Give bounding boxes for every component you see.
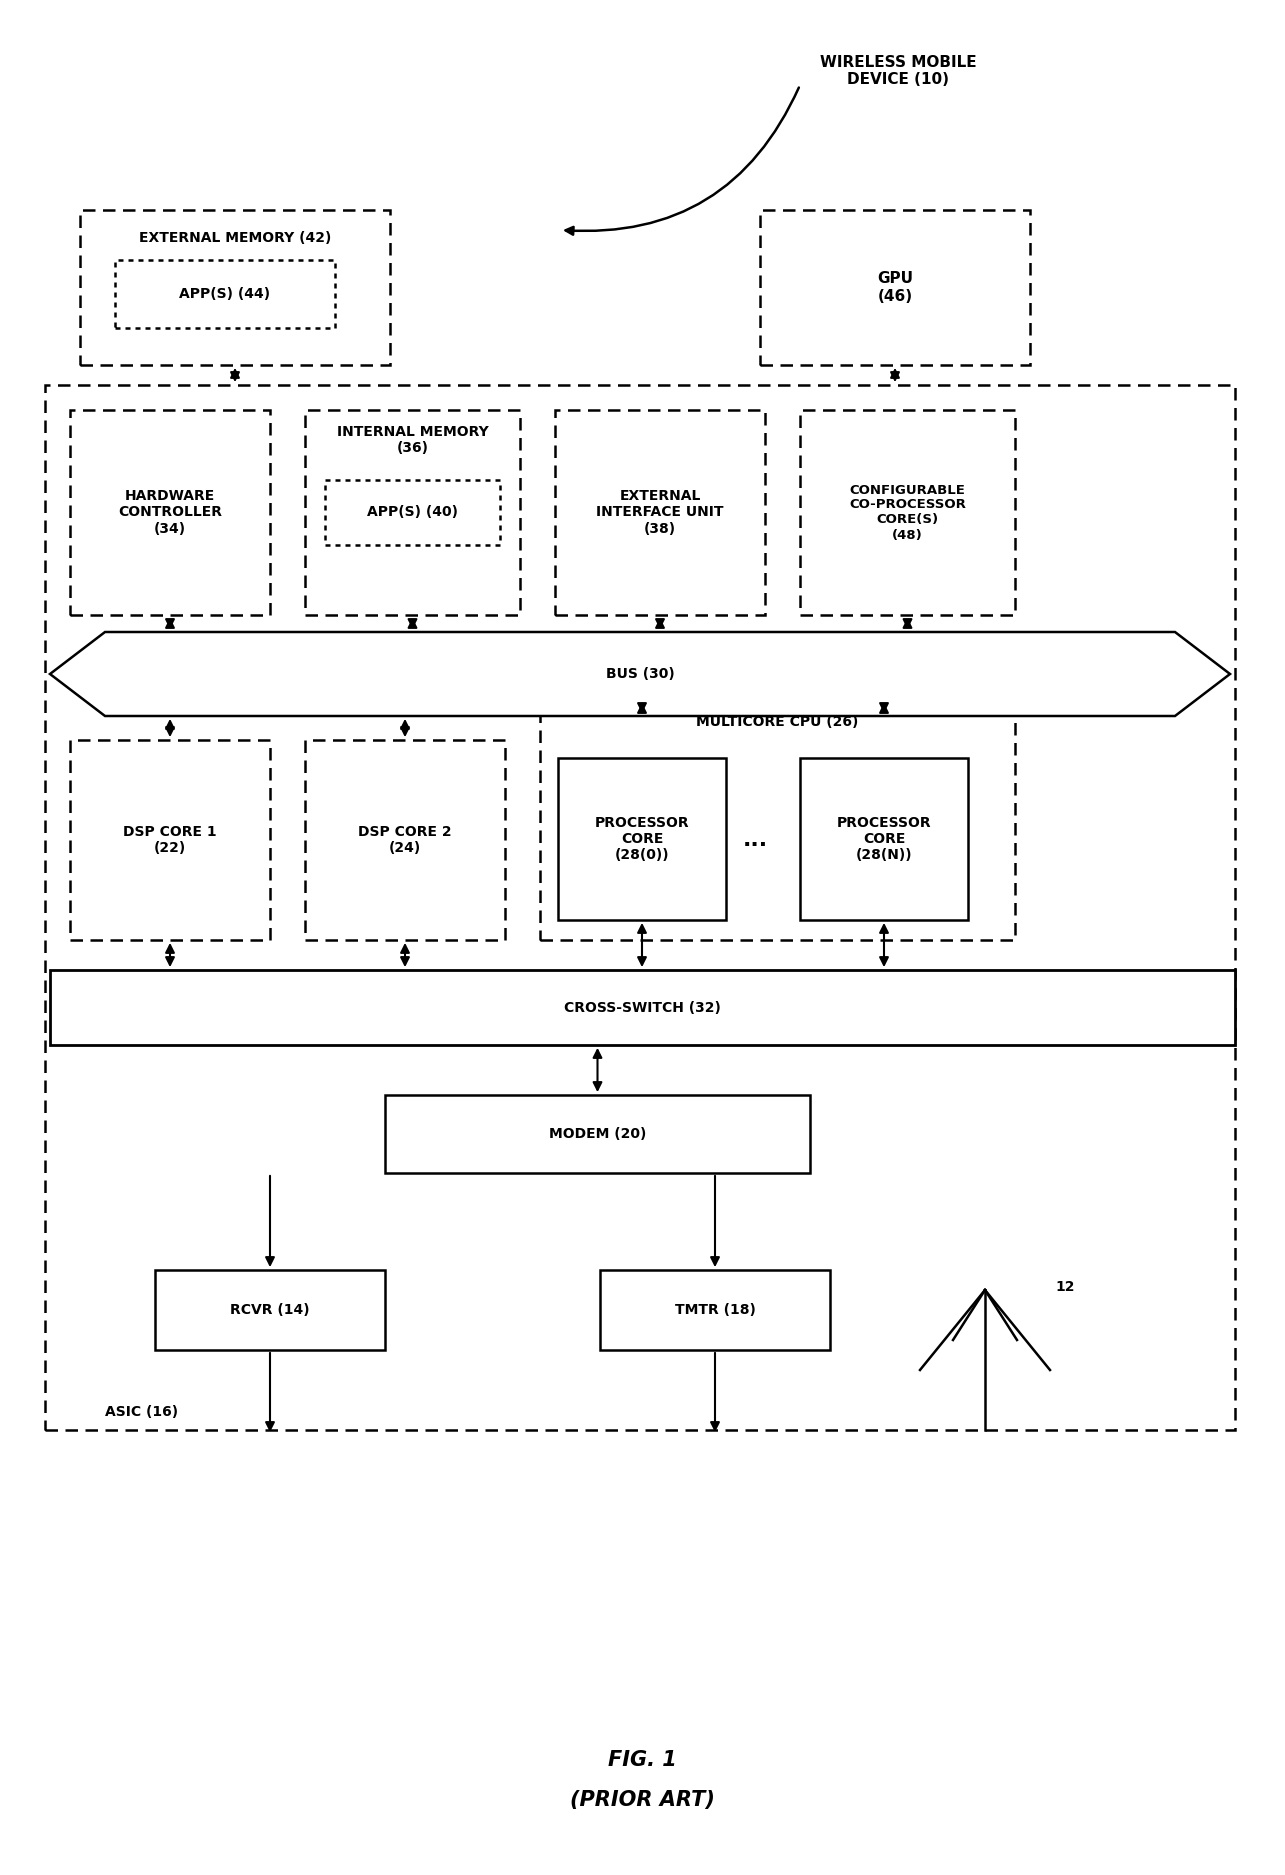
Text: PROCESSOR
CORE
(28(N)): PROCESSOR CORE (28(N))	[837, 816, 932, 862]
Bar	[801, 758, 968, 921]
Text: DSP CORE 1
(22): DSP CORE 1 (22)	[123, 825, 217, 855]
Text: FIG. 1: FIG. 1	[608, 1749, 677, 1770]
Polygon shape	[50, 632, 1230, 716]
Text: (PRIOR ART): (PRIOR ART)	[571, 1791, 714, 1809]
Text: RCVR (14): RCVR (14)	[230, 1303, 310, 1316]
Text: DSP CORE 2
(24): DSP CORE 2 (24)	[359, 825, 452, 855]
Bar	[114, 261, 335, 328]
Bar	[600, 1269, 830, 1350]
Text: EXTERNAL MEMORY (42): EXTERNAL MEMORY (42)	[139, 231, 332, 246]
Bar	[305, 741, 505, 939]
Text: APP(S) (44): APP(S) (44)	[180, 287, 271, 302]
Text: MULTICORE CPU (26): MULTICORE CPU (26)	[696, 714, 858, 729]
Bar	[305, 411, 520, 615]
Bar	[50, 969, 1235, 1044]
Bar	[801, 411, 1015, 615]
Text: 12: 12	[1055, 1281, 1074, 1294]
Text: TMTR (18): TMTR (18)	[675, 1303, 756, 1316]
Text: PROCESSOR
CORE
(28(0)): PROCESSOR CORE (28(0))	[595, 816, 689, 862]
Text: HARDWARE
CONTROLLER
(34): HARDWARE CONTROLLER (34)	[118, 489, 222, 536]
Bar	[155, 1269, 386, 1350]
Text: MODEM (20): MODEM (20)	[549, 1127, 646, 1142]
Text: APP(S) (40): APP(S) (40)	[368, 506, 457, 519]
Text: BUS (30): BUS (30)	[605, 668, 675, 681]
Text: CONFIGURABLE
CO-PROCESSOR
CORE(S)
(48): CONFIGURABLE CO-PROCESSOR CORE(S) (48)	[849, 484, 966, 542]
Text: CROSS-SWITCH (32): CROSS-SWITCH (32)	[564, 1001, 721, 1014]
Text: GPU
(46): GPU (46)	[876, 272, 914, 304]
Text: EXTERNAL
INTERFACE UNIT
(38): EXTERNAL INTERFACE UNIT (38)	[596, 489, 723, 536]
Bar	[558, 758, 726, 921]
Bar	[80, 210, 391, 366]
Bar	[386, 1095, 810, 1174]
Text: INTERNAL MEMORY
(36): INTERNAL MEMORY (36)	[337, 426, 488, 456]
Bar	[69, 411, 270, 615]
Text: ...: ...	[743, 831, 767, 849]
Bar	[45, 384, 1235, 1431]
Bar	[69, 741, 270, 939]
Bar	[555, 411, 765, 615]
Bar	[540, 699, 1015, 939]
Bar	[325, 480, 500, 546]
Text: ASIC (16): ASIC (16)	[105, 1404, 179, 1419]
Text: WIRELESS MOBILE
DEVICE (10): WIRELESS MOBILE DEVICE (10)	[820, 54, 977, 88]
Bar	[759, 210, 1031, 366]
